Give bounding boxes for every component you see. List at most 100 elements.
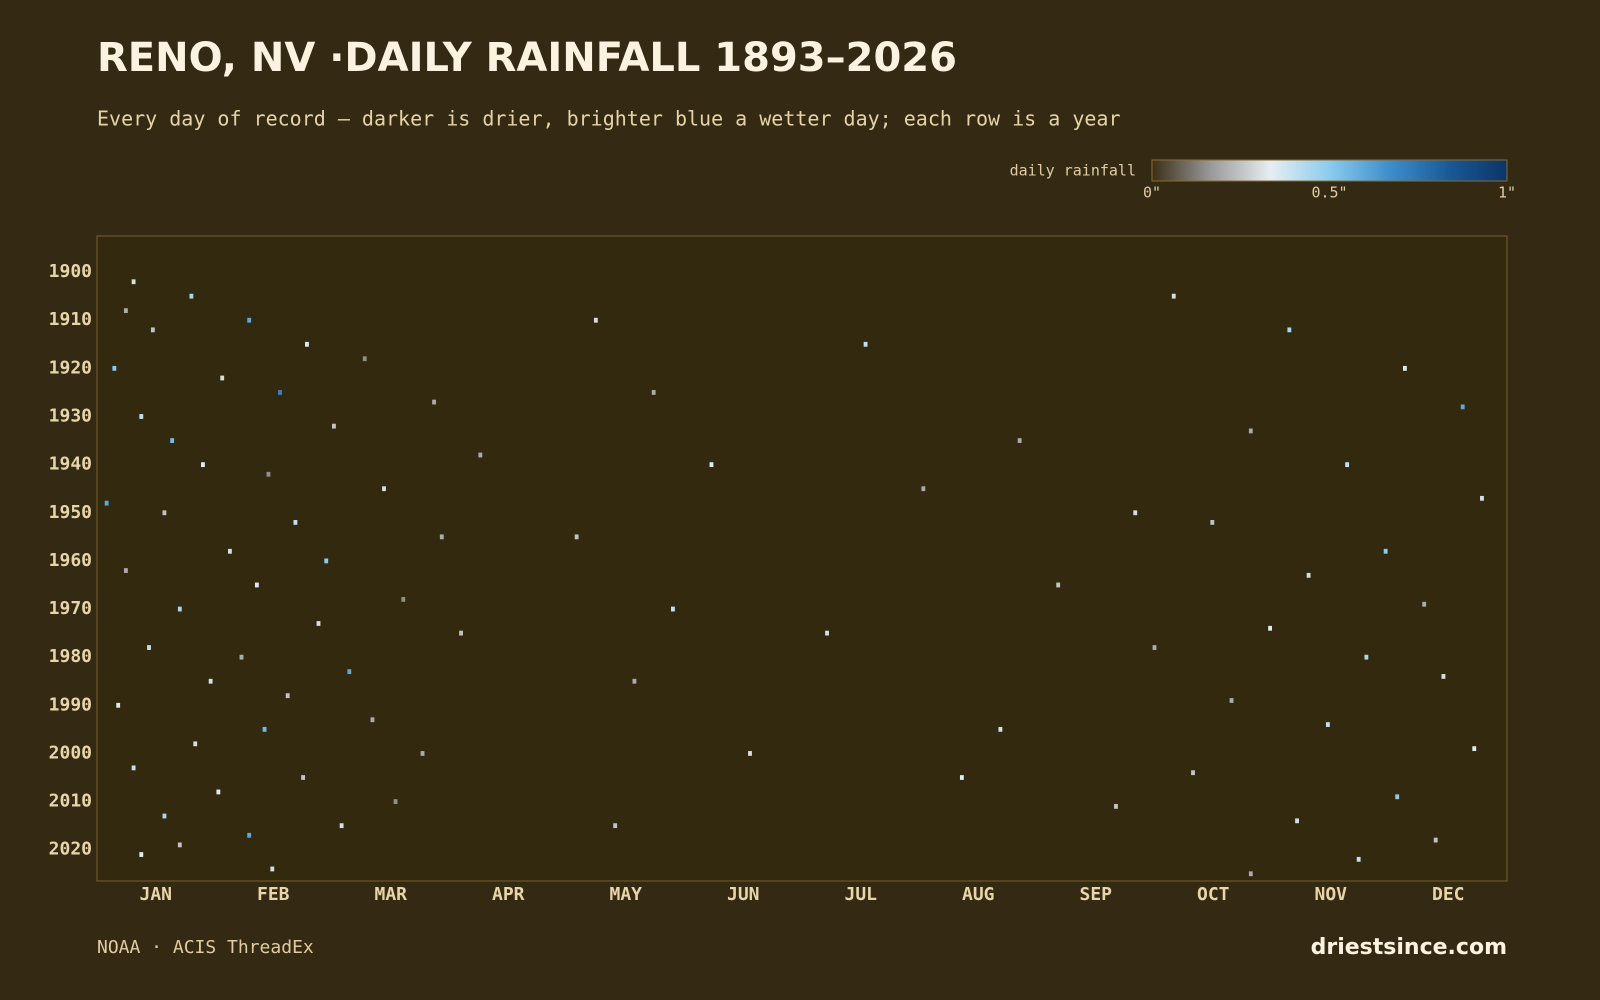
- cell: [1356, 856, 1361, 862]
- x-tick-label: SEP: [1079, 884, 1112, 905]
- cell: [748, 751, 752, 756]
- chart-title: RENO, NV ·DAILY RAINFALL 1893–2026: [97, 35, 957, 81]
- x-tick-label: JUL: [844, 884, 877, 905]
- cell: [305, 341, 309, 347]
- cell: [459, 630, 463, 636]
- cell: [593, 317, 598, 323]
- y-tick-label: 1960: [49, 550, 92, 571]
- y-tick-label: 1990: [49, 694, 92, 715]
- source: NOAA · ACIS ThreadEx: [97, 937, 314, 958]
- cell: [574, 534, 579, 540]
- x-tick-label: MAR: [374, 884, 407, 905]
- cell: [1152, 645, 1157, 650]
- cell: [393, 799, 398, 804]
- cell: [1287, 327, 1292, 333]
- cell: [1171, 293, 1176, 299]
- x-tick-label: JUN: [727, 884, 760, 905]
- cell: [1472, 746, 1477, 752]
- x-tick-label: DEC: [1432, 884, 1465, 905]
- cell: [177, 606, 182, 612]
- x-tick-label: AUG: [962, 884, 995, 905]
- cell: [147, 645, 151, 650]
- cell: [1395, 794, 1400, 800]
- cell: [301, 775, 306, 780]
- cell: [239, 654, 244, 660]
- cell: [189, 293, 194, 299]
- cell: [959, 775, 964, 780]
- cell: [247, 832, 252, 838]
- cell: [139, 852, 144, 857]
- y-tick-label: 1910: [49, 309, 92, 330]
- cell: [1364, 654, 1369, 660]
- cell: [1433, 837, 1438, 843]
- cell: [1460, 404, 1465, 410]
- cell: [1191, 770, 1195, 776]
- cell: [193, 741, 198, 747]
- cell: [177, 842, 182, 848]
- brand: driestsince.com: [1311, 935, 1507, 960]
- cell: [220, 375, 225, 381]
- cell: [478, 452, 483, 458]
- cell: [266, 471, 271, 477]
- cell: [1383, 548, 1388, 554]
- cell: [162, 813, 167, 819]
- cell: [254, 582, 259, 588]
- cell: [1229, 698, 1234, 703]
- cell: [285, 693, 290, 699]
- cell: [116, 702, 121, 708]
- cell: [632, 678, 637, 684]
- y-tick-label: 1940: [49, 454, 92, 475]
- cell: [1422, 601, 1427, 607]
- cell: [921, 486, 926, 492]
- cell: [1402, 365, 1407, 371]
- colorbar: [1151, 159, 1508, 182]
- y-tick-label: 1920: [49, 357, 92, 378]
- cell: [201, 462, 205, 468]
- cell: [123, 568, 128, 573]
- cell: [1210, 519, 1215, 525]
- cell: [1480, 495, 1484, 501]
- cell: [262, 726, 267, 732]
- cell: [613, 823, 618, 829]
- cell: [150, 327, 155, 333]
- cell: [208, 678, 213, 684]
- cell: [362, 356, 367, 362]
- cell: [104, 500, 109, 506]
- plot-area: [96, 235, 1508, 882]
- x-tick-label: JAN: [139, 884, 172, 905]
- x-tick-label: OCT: [1197, 884, 1230, 905]
- cell: [825, 630, 829, 636]
- cell: [432, 399, 437, 405]
- cell: [671, 606, 675, 612]
- cell: [278, 390, 282, 395]
- x-tick-label: MAY: [609, 884, 642, 905]
- cell: [709, 462, 714, 468]
- cell: [293, 519, 298, 525]
- cell: [270, 866, 275, 872]
- cell: [339, 823, 344, 829]
- cell: [998, 726, 1003, 732]
- cell: [123, 308, 128, 314]
- cell: [863, 341, 868, 347]
- y-tick-label: 2010: [49, 791, 92, 812]
- cell: [316, 621, 321, 626]
- cell: [1133, 510, 1138, 516]
- y-tick-label: 1970: [49, 598, 92, 619]
- cell: [1441, 674, 1446, 679]
- y-tick-label: 2000: [49, 742, 92, 763]
- colorbar-tick-label: 0": [1143, 184, 1161, 202]
- cell: [131, 279, 136, 285]
- colorbar-tick-label: 1": [1498, 184, 1516, 202]
- y-tick-label: 1930: [49, 406, 92, 427]
- cell: [401, 597, 406, 602]
- x-tick-label: FEB: [257, 884, 290, 905]
- y-tick-label: 1980: [49, 646, 92, 667]
- cell: [247, 317, 252, 323]
- legend-title: daily rainfall: [1010, 162, 1136, 180]
- cell: [170, 438, 175, 443]
- y-tick-label: 1950: [49, 502, 92, 523]
- cell: [216, 789, 221, 795]
- cell: [1295, 818, 1299, 824]
- y-tick-label: 1900: [49, 261, 92, 282]
- x-tick-label: APR: [492, 884, 525, 905]
